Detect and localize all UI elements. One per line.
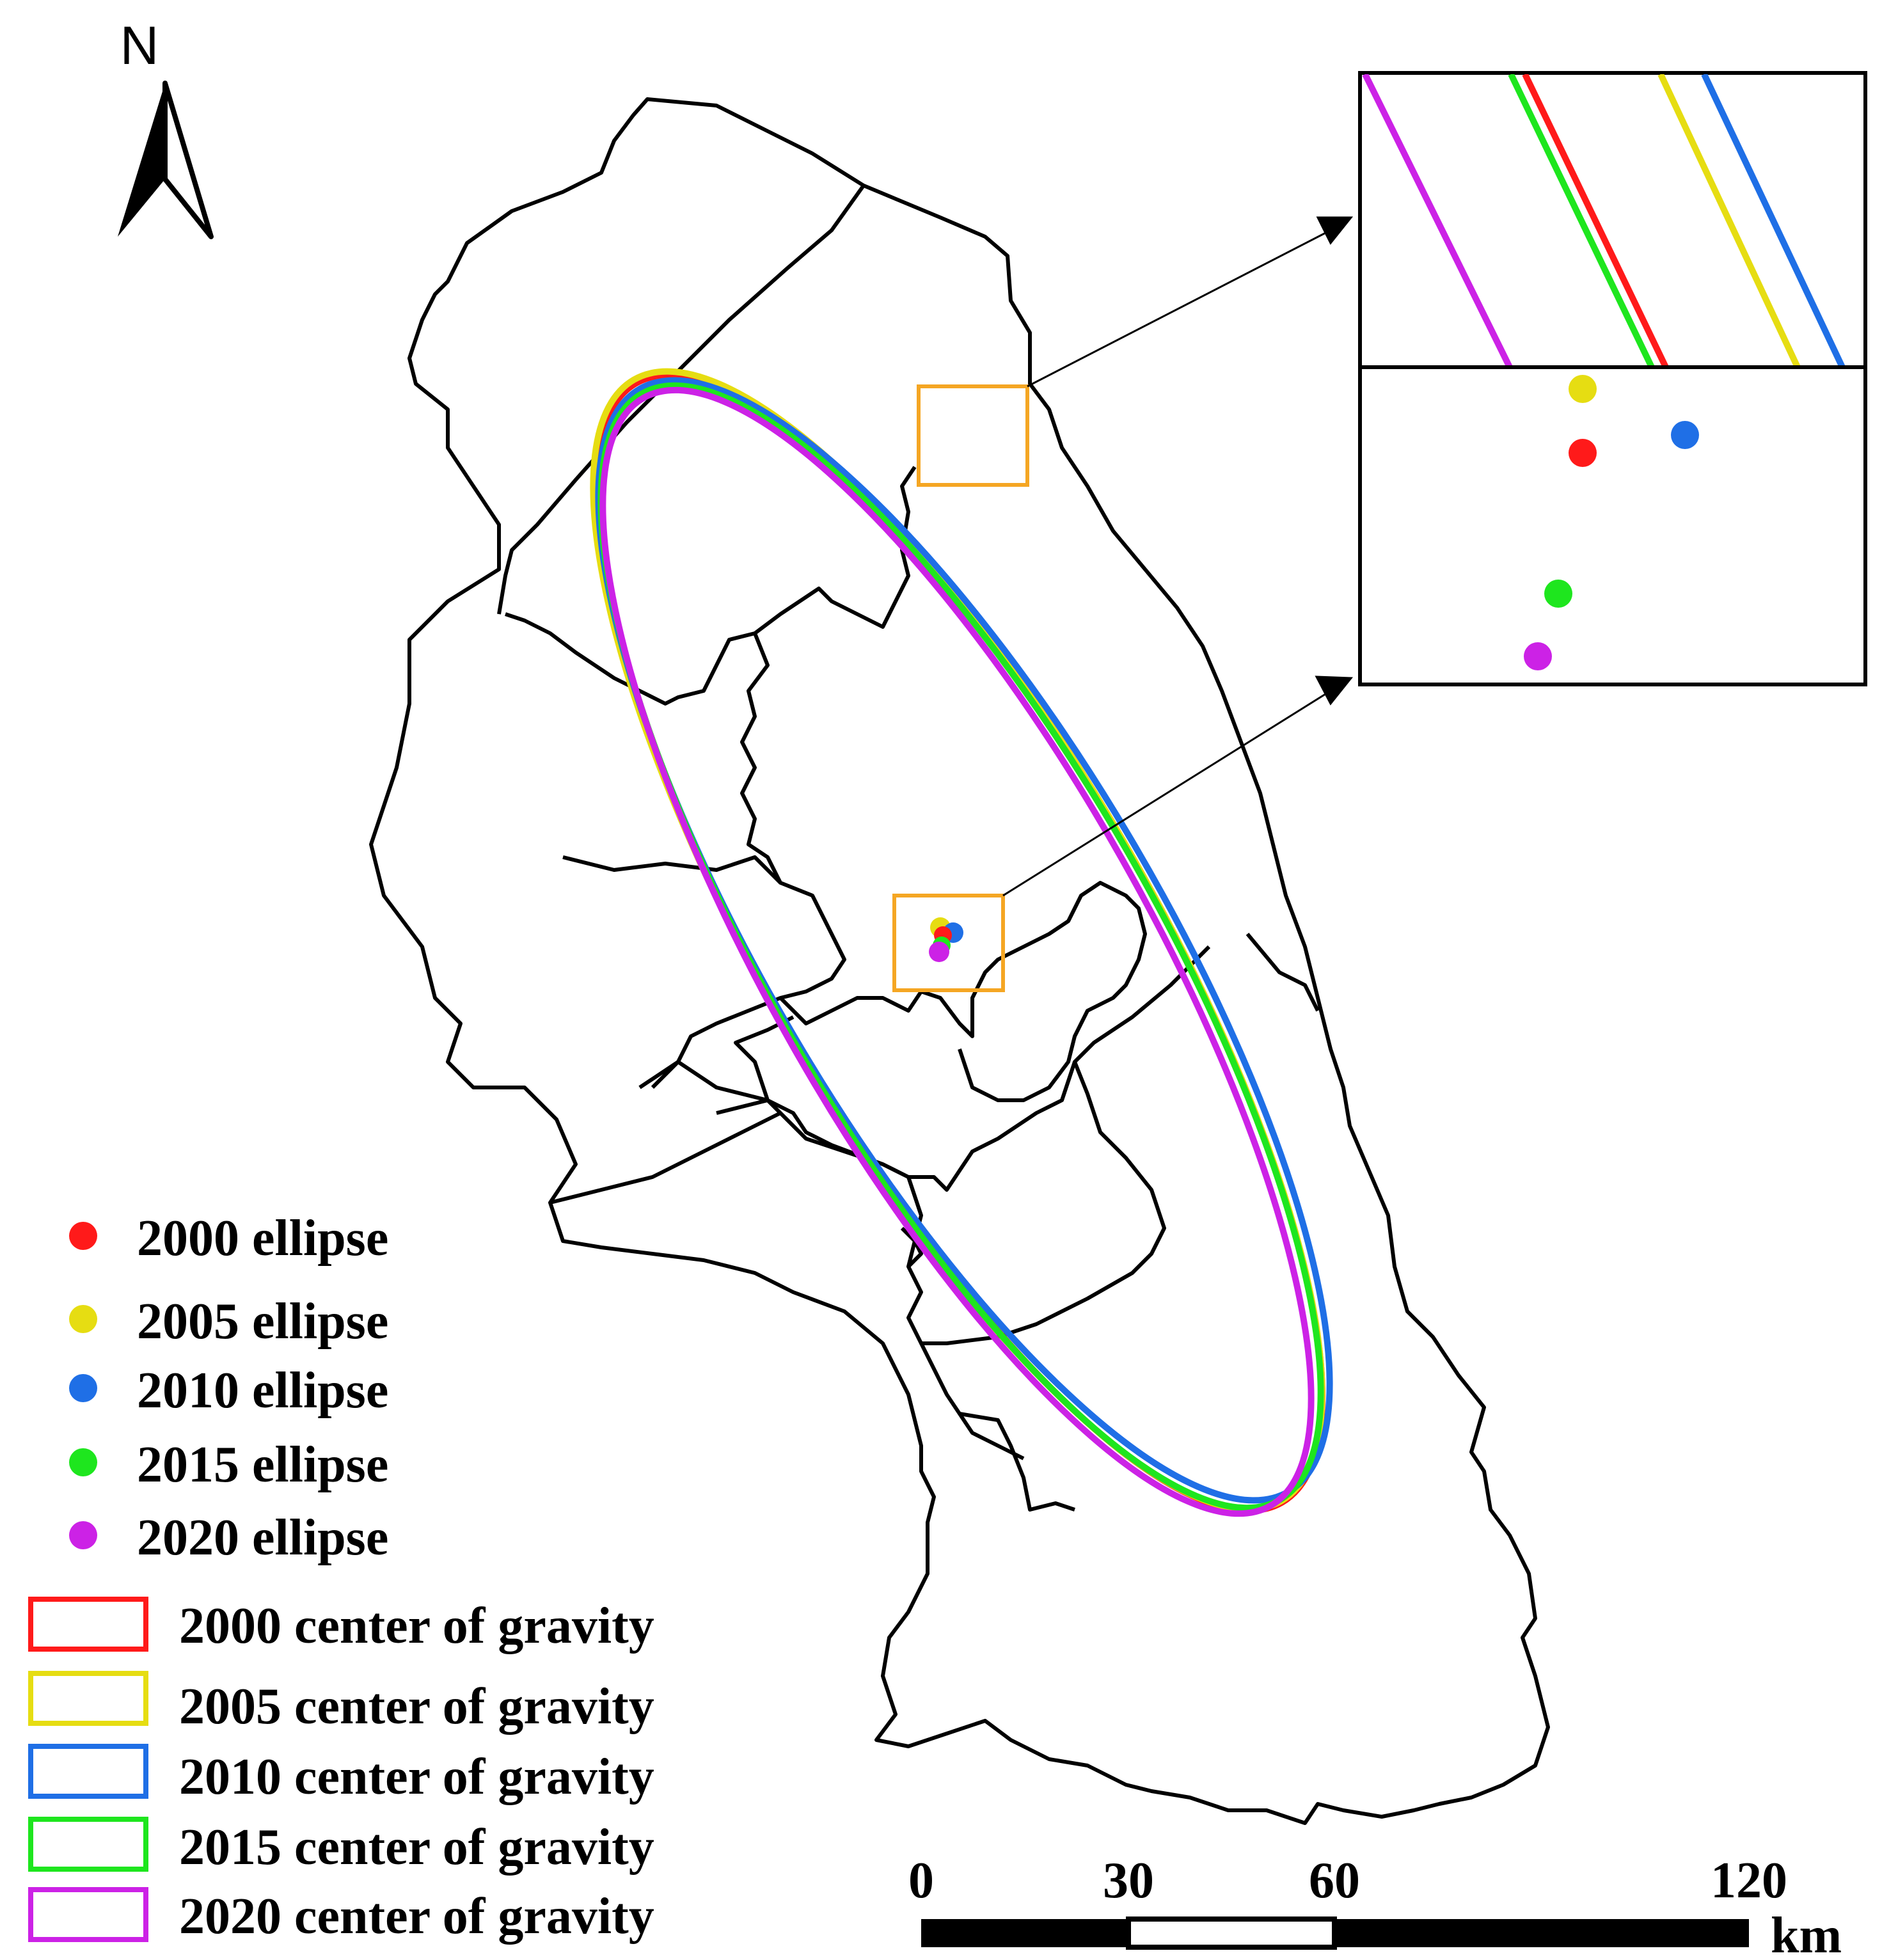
region-outline: [369, 97, 1550, 1825]
legend-label: 2020 center of gravity: [179, 1888, 654, 1945]
inset-line-2005: [1657, 74, 1801, 366]
legend-item-2000-ellipse: 2000 ellipse: [69, 1210, 388, 1267]
legend-label: 2005 ellipse: [137, 1293, 388, 1350]
scale-segment: [1126, 1917, 1337, 1950]
scale-segment: [921, 1919, 1128, 1947]
highlight-box-centers: [892, 894, 1005, 992]
legend: 2000 ellipse 2005 ellipse 2010 ellipse 2…: [28, 1210, 654, 1945]
boundary-line: [651, 632, 846, 1089]
scale-tick-label: 60: [1309, 1853, 1360, 1909]
legend-item-2015-ellipse: 2015 ellipse: [69, 1437, 388, 1493]
ellipse-2020: [599, 386, 1315, 1517]
scale-segment: [1334, 1919, 1749, 1947]
inset-ellipse-zoom: [1358, 71, 1867, 369]
legend-label: 2000 ellipse: [137, 1210, 388, 1267]
highlight-boxes: [892, 384, 1029, 992]
north-label: N: [120, 15, 159, 75]
legend-swatch: [69, 1448, 97, 1476]
legend-label: 2010 center of gravity: [179, 1749, 654, 1805]
boundary-line: [734, 945, 1211, 1192]
legend-label: 2015 ellipse: [137, 1437, 388, 1493]
legend-swatch: [28, 1887, 148, 1942]
county-boundaries: [369, 97, 1550, 1825]
inset-center-2005: [1569, 375, 1597, 403]
arrow-head-icon: [1316, 216, 1354, 245]
legend-item-2010-ellipse: 2010 ellipse: [69, 1363, 388, 1419]
ellipse-2015: [597, 382, 1324, 1512]
inset-center-2010: [1671, 421, 1699, 449]
legend-item-2020-center: 2020 center of gravity: [28, 1887, 654, 1945]
legend-label: 2020 ellipse: [137, 1510, 388, 1566]
arrow-head-icon: [1315, 676, 1354, 706]
ellipses: [590, 368, 1333, 1517]
inset-center-2015: [1544, 580, 1572, 608]
north-arrow-icon: [118, 81, 214, 239]
legend-label: 2000 center of gravity: [179, 1598, 654, 1654]
boundary-line: [779, 881, 1147, 1102]
legend-swatch: [28, 1597, 148, 1652]
scale-tick-label: 30: [1103, 1853, 1154, 1909]
legend-swatch: [69, 1305, 97, 1333]
legend-swatch: [69, 1222, 97, 1250]
boundary-line: [919, 1342, 1075, 1512]
boundary-line: [716, 1098, 923, 1268]
gravity-centers: [929, 917, 963, 962]
boundary-line: [1245, 933, 1320, 1012]
scale-tick-label: 0: [908, 1853, 934, 1909]
boundary-line: [958, 1412, 1025, 1460]
boundary-line: [900, 1061, 1166, 1345]
legend-swatch: [28, 1744, 148, 1799]
boundary-line: [638, 1060, 768, 1102]
legend-item-2020-ellipse: 2020 ellipse: [69, 1510, 388, 1566]
north-arrow: N: [118, 15, 214, 239]
legend-swatch: [69, 1374, 97, 1402]
inset-line-2020: [1362, 74, 1513, 366]
legend-item-2000-center: 2000 center of gravity: [28, 1597, 654, 1654]
legend-label: 2015 center of gravity: [179, 1819, 654, 1876]
inset-line-2000: [1522, 74, 1669, 366]
boundary-line: [550, 1111, 782, 1205]
legend-item-2015-center: 2015 center of gravity: [28, 1817, 654, 1876]
scale-unit: km: [1771, 1908, 1842, 1960]
boundary-line: [562, 855, 782, 885]
inset-center-2020: [1524, 642, 1552, 670]
legend-swatch: [28, 1671, 148, 1726]
legend-label: 2005 center of gravity: [179, 1679, 654, 1735]
inset-center-2000: [1569, 439, 1597, 467]
legend-label: 2010 ellipse: [137, 1363, 388, 1419]
boundary-line: [497, 184, 866, 615]
inset-center-zoom: [1358, 365, 1867, 686]
legend-swatch: [69, 1521, 97, 1549]
legend-swatch: [28, 1817, 148, 1872]
scale-bar: 0 30 60 120 km: [908, 1853, 1842, 1960]
connector-arrows: [1002, 216, 1354, 897]
boundary-line: [505, 466, 917, 706]
center-2020: [929, 942, 949, 962]
highlight-box-ellipse: [917, 384, 1029, 487]
inset-line-2015: [1508, 74, 1655, 366]
inset-line-2010: [1701, 74, 1846, 366]
legend-item-2005-center: 2005 center of gravity: [28, 1671, 654, 1735]
scale-tick-label: 120: [1711, 1853, 1787, 1909]
legend-item-2005-ellipse: 2005 ellipse: [69, 1293, 388, 1350]
legend-item-2010-center: 2010 center of gravity: [28, 1744, 654, 1805]
